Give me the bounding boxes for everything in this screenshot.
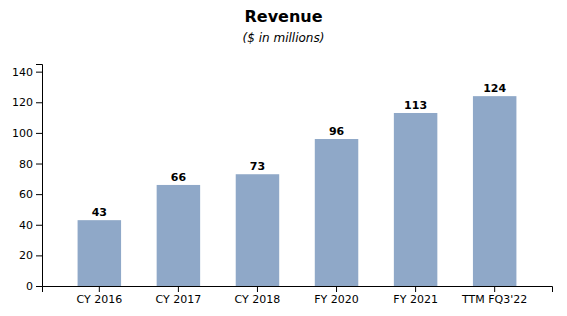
plot: 0 20 40 60 80 100 120 140 CY 2016 CY 2017 CY 2018 F… — [12, 65, 553, 306]
x-tick: CY 2017 — [156, 286, 202, 306]
bars — [78, 96, 517, 286]
bar — [473, 96, 516, 286]
x-axis-line — [43, 287, 553, 293]
y-tick: 60 — [19, 188, 42, 201]
data-labels: 43 66 73 96 113 124 — [92, 82, 507, 219]
x-axis: CY 2016 CY 2017 CY 2018 FY 2020 FY 2021 TTM F… — [43, 286, 553, 306]
y-tick-label: 100 — [12, 127, 33, 140]
y-axis: 0 20 40 60 80 100 120 140 — [12, 65, 43, 294]
y-tick-mark — [36, 255, 42, 256]
data-label: 66 — [171, 171, 187, 184]
data-label: 43 — [92, 206, 107, 219]
y-tick-mark — [36, 133, 42, 134]
y-tick-mark — [36, 286, 42, 287]
y-tick: 40 — [19, 219, 42, 232]
x-tick-mark — [415, 286, 416, 292]
bar — [78, 220, 121, 286]
y-tick: 120 — [12, 96, 42, 109]
subtitle: ($ in millions) — [243, 31, 325, 45]
y-tick-mark — [36, 72, 42, 73]
x-tick-label: FY 2020 — [314, 293, 359, 306]
y-tick-label: 0 — [26, 280, 33, 293]
data-label: 96 — [329, 125, 345, 138]
x-tick: CY 2018 — [235, 286, 281, 306]
bar — [236, 174, 279, 286]
y-tick: 0 — [26, 280, 42, 293]
data-label: 113 — [404, 99, 427, 112]
y-tick-label: 60 — [19, 188, 33, 201]
x-tick-label: FY 2021 — [393, 293, 438, 306]
x-tick-mark — [99, 286, 100, 292]
y-tick-mark — [36, 102, 42, 103]
y-tick-label: 40 — [19, 219, 33, 232]
y-tick-label: 120 — [12, 96, 33, 109]
y-tick-mark — [36, 225, 42, 226]
chart: Revenue ($ in millions) 0 20 40 60 80 100 120 140… — [0, 0, 567, 316]
x-tick-mark — [178, 286, 179, 292]
y-tick-label: 140 — [12, 66, 33, 79]
x-tick-mark — [494, 286, 495, 292]
bar — [394, 113, 437, 286]
x-tick-label: CY 2018 — [235, 293, 281, 306]
x-tick-label: TTM FQ3'22 — [461, 293, 527, 306]
title: Revenue — [244, 7, 322, 26]
data-label: 124 — [483, 82, 506, 95]
y-tick: 140 — [12, 66, 42, 79]
x-tick-mark — [336, 286, 337, 292]
y-tick-mark — [36, 164, 42, 165]
x-tick: CY 2016 — [76, 286, 122, 306]
y-tick-mark — [36, 194, 42, 195]
x-tick: FY 2020 — [314, 286, 359, 306]
bar — [315, 139, 358, 286]
data-label: 73 — [250, 160, 265, 173]
x-tick-mark — [257, 286, 258, 292]
x-tick-label: CY 2017 — [156, 293, 202, 306]
x-tick: TTM FQ3'22 — [461, 286, 527, 306]
y-axis-line — [36, 65, 43, 287]
y-tick-label: 20 — [19, 249, 33, 262]
x-tick-label: CY 2016 — [76, 293, 122, 306]
y-tick: 20 — [19, 249, 42, 262]
y-tick-label: 80 — [19, 158, 33, 171]
y-tick: 80 — [19, 158, 42, 171]
bar — [157, 185, 200, 286]
y-tick: 100 — [12, 127, 42, 140]
x-tick: FY 2021 — [393, 286, 438, 306]
